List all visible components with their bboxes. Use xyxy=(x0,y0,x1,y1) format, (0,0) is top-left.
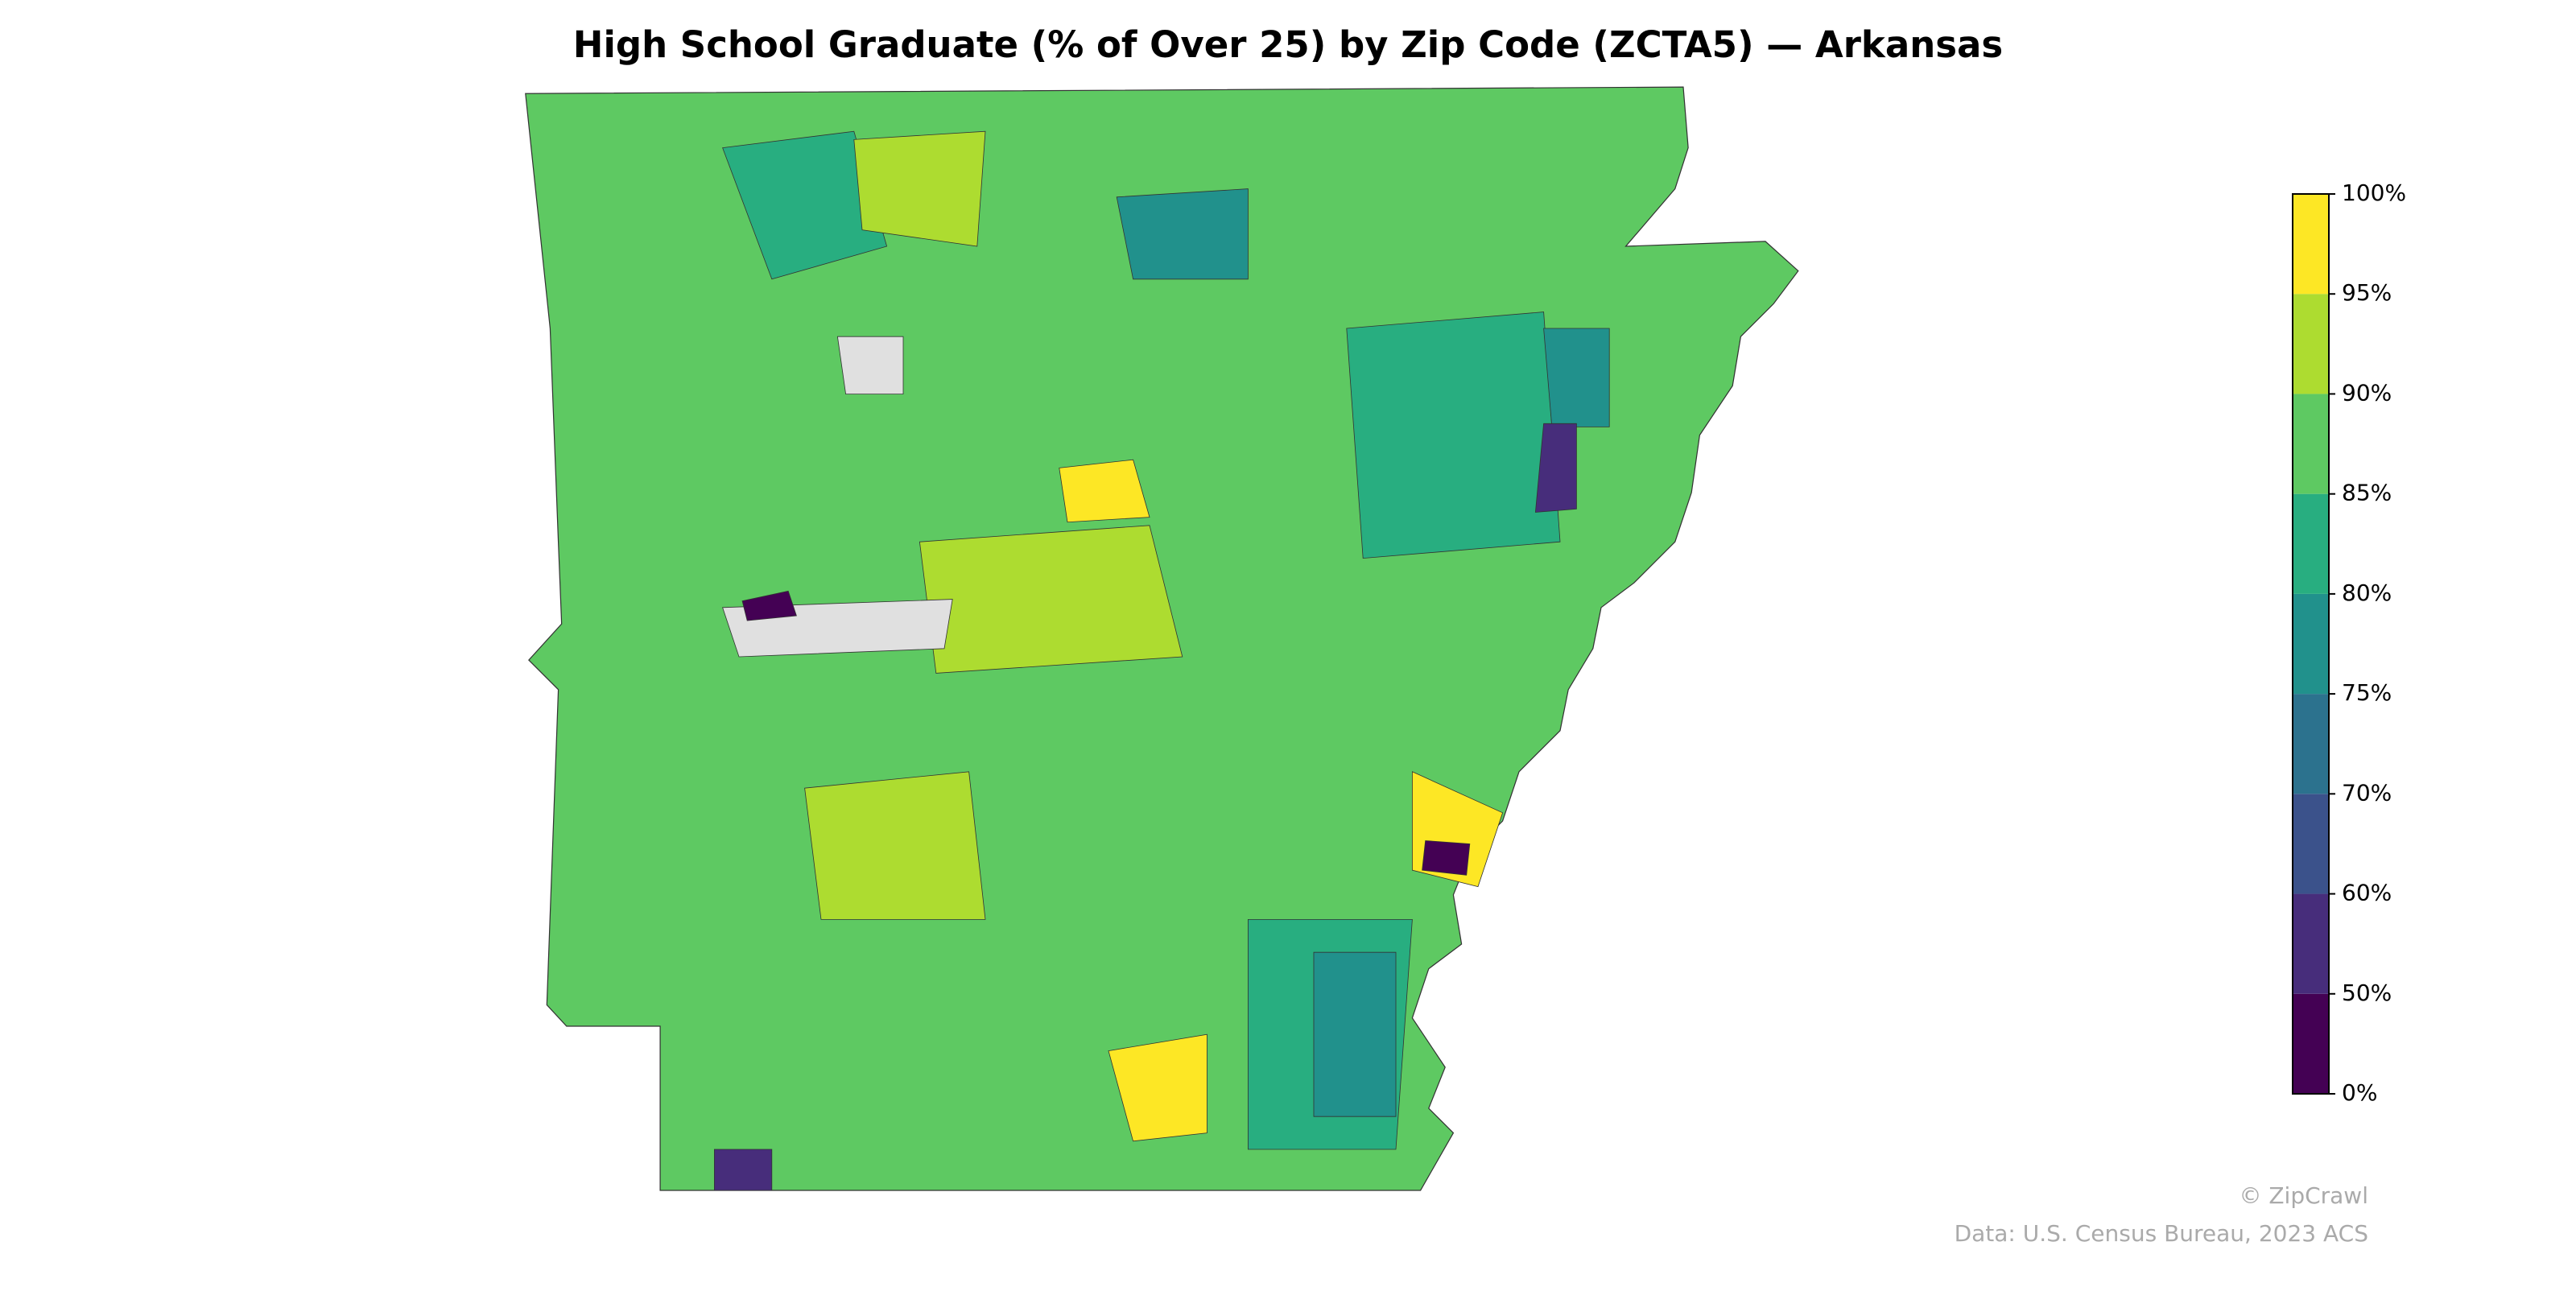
colorbar-tick-label: 95% xyxy=(2342,279,2392,306)
source-note: Data: U.S. Census Bureau, 2023 ACS xyxy=(1955,1220,2368,1247)
state-map xyxy=(525,86,1799,1191)
colorbar-tick-label: 100% xyxy=(2342,179,2406,206)
colorbar-frame xyxy=(2292,193,2330,1095)
colorbar-tick-label: 75% xyxy=(2342,679,2392,706)
colorbar-tick-label: 70% xyxy=(2342,779,2392,806)
colorbar-bin xyxy=(2293,993,2329,1094)
colorbar: 0% 50% 60% 70% 75% 80% 85% 90% 95% 100% xyxy=(2292,179,2406,1106)
colorbar-bin xyxy=(2293,493,2329,594)
region-patch xyxy=(1059,459,1504,1142)
colorbar-bin xyxy=(2293,593,2329,695)
colorbar-tick-label: 85% xyxy=(2342,480,2392,506)
colorbar-bin xyxy=(2293,394,2329,494)
region-patch xyxy=(741,590,1471,876)
region-patch xyxy=(722,336,953,658)
colorbar-tick-label: 60% xyxy=(2342,880,2392,906)
colorbar-tick-label: 50% xyxy=(2342,980,2392,1006)
region-patch xyxy=(713,423,1577,1191)
colorbar-bin xyxy=(2293,794,2329,894)
colorbar-tick-label: 0% xyxy=(2342,1079,2377,1106)
colorbar-bin xyxy=(2293,294,2329,394)
colorbar-tick-label: 90% xyxy=(2342,379,2392,406)
region-patch xyxy=(722,130,1561,1150)
colorbar-bin xyxy=(2293,694,2329,794)
colorbar-tick-label: 80% xyxy=(2342,580,2392,606)
colorbar-bin xyxy=(2293,893,2329,994)
map-title: High School Graduate (% of Over 25) by Z… xyxy=(573,23,2003,66)
region-patch xyxy=(1116,188,1610,1117)
credit: © ZipCrawl xyxy=(2239,1182,2368,1209)
colorbar-bin xyxy=(2293,194,2329,295)
